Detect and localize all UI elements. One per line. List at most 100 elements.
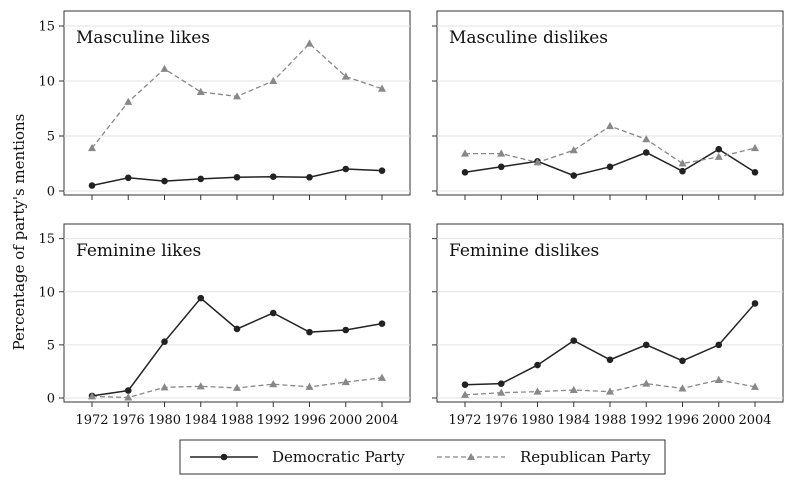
x-tick-label: 2000 [329, 413, 362, 428]
panel-title: Masculine likes [76, 28, 210, 48]
data-point-republican [569, 385, 578, 394]
data-point-republican [461, 149, 469, 157]
data-point-democratic [751, 169, 759, 176]
data-point-republican [269, 379, 278, 388]
x-tick-label: 1972 [448, 413, 481, 428]
data-point-democratic [751, 300, 759, 307]
legend-republican-marker [467, 453, 475, 460]
legend-box [179, 439, 666, 475]
panel-frame [63, 223, 411, 403]
data-point-republican [678, 159, 687, 167]
data-point-democratic [233, 325, 241, 333]
x-tick-label: 1988 [593, 413, 626, 428]
x-tick-label: 2000 [702, 413, 735, 428]
data-point-republican [642, 135, 651, 143]
data-point-democratic [342, 326, 350, 334]
y-axis-label: Percentage of party's mentions [10, 114, 28, 351]
data-point-democratic [497, 163, 505, 171]
data-point-republican [233, 383, 241, 391]
data-point-democratic [197, 175, 205, 183]
data-point-republican [533, 158, 542, 166]
x-tick-label: 1976 [485, 413, 518, 428]
data-point-republican [269, 76, 278, 84]
x-tick-label: 1996 [293, 413, 326, 428]
data-point-democratic [233, 173, 241, 181]
data-point-democratic [124, 174, 132, 182]
data-point-democratic [306, 328, 313, 336]
x-tick-label: 1988 [220, 413, 253, 428]
x-tick-label: 1992 [630, 413, 663, 428]
y-tick-label: 10 [38, 285, 55, 300]
panel-title: Feminine dislikes [449, 241, 599, 261]
y-tick-label: 5 [47, 130, 55, 145]
data-point-democratic [642, 341, 650, 349]
data-point-democratic [570, 172, 578, 179]
data-point-republican [751, 382, 759, 390]
data-point-democratic [534, 361, 541, 369]
data-point-democratic [342, 165, 350, 173]
data-point-democratic [197, 294, 205, 302]
panel-title: Masculine dislikes [449, 28, 608, 48]
data-point-republican [196, 382, 205, 390]
data-point-republican [160, 383, 169, 391]
data-point-democratic [88, 182, 96, 189]
y-tick-label: 5 [47, 338, 55, 353]
panel-4: 1972 1976 1980 1984 1988 1992 1996 2000 2004 Femi… [432, 223, 784, 428]
data-point-republican [160, 64, 169, 72]
data-point-democratic [378, 320, 386, 327]
data-point-democratic [570, 337, 578, 344]
data-point-republican [378, 373, 386, 381]
panel-frame [63, 10, 411, 196]
x-tick-label: 1996 [666, 413, 699, 428]
data-point-republican [461, 390, 469, 398]
x-tick-label: 2004 [738, 413, 771, 428]
data-point-democratic [269, 309, 277, 317]
x-tick-label: 1980 [148, 413, 181, 428]
data-point-democratic [606, 163, 614, 171]
panel-title: Feminine likes [76, 241, 201, 261]
data-point-republican [124, 393, 133, 401]
data-point-democratic [642, 149, 650, 156]
data-point-democratic [715, 145, 723, 153]
data-point-republican [88, 143, 96, 152]
data-point-republican [533, 387, 542, 395]
data-point-republican [88, 392, 96, 400]
panel-1: 0 5 10 15 Masculine likes [38, 10, 411, 200]
data-point-republican [233, 92, 241, 100]
data-point-democratic [378, 167, 386, 174]
x-tick-label: 1992 [257, 413, 290, 428]
data-point-democratic [715, 341, 723, 349]
panel-frame [436, 223, 784, 403]
legend: Democratic Party Republican Party [179, 439, 666, 475]
data-point-republican [196, 87, 205, 95]
data-point-republican [497, 149, 506, 157]
data-point-republican [305, 39, 314, 47]
data-point-republican [497, 388, 506, 396]
data-point-republican [341, 377, 350, 386]
x-tick-label: 1976 [112, 413, 145, 428]
data-point-republican [305, 382, 314, 390]
x-tick-label: 1984 [557, 413, 590, 428]
data-point-democratic [679, 357, 686, 365]
data-point-republican [378, 84, 386, 92]
data-point-republican [714, 152, 723, 160]
legend-democratic-marker [220, 453, 228, 461]
data-point-republican [606, 387, 614, 395]
x-tick-label: 1984 [184, 413, 217, 428]
legend-republican-label: Republican Party [520, 448, 651, 466]
y-tick-label: 15 [38, 232, 55, 247]
legend-democratic-label: Democratic Party [272, 448, 405, 466]
data-point-republican [714, 375, 723, 383]
y-tick-label: 15 [38, 20, 55, 35]
data-point-democratic [461, 169, 469, 176]
y-tick-label: 0 [47, 185, 55, 200]
x-tick-label: 1980 [521, 413, 554, 428]
data-point-republican [124, 97, 133, 105]
data-point-republican [569, 146, 578, 154]
data-point-democratic [161, 177, 168, 185]
data-point-democratic [461, 381, 469, 389]
data-point-republican [751, 143, 759, 152]
y-tick-label: 10 [38, 75, 55, 90]
data-point-republican [642, 379, 651, 387]
